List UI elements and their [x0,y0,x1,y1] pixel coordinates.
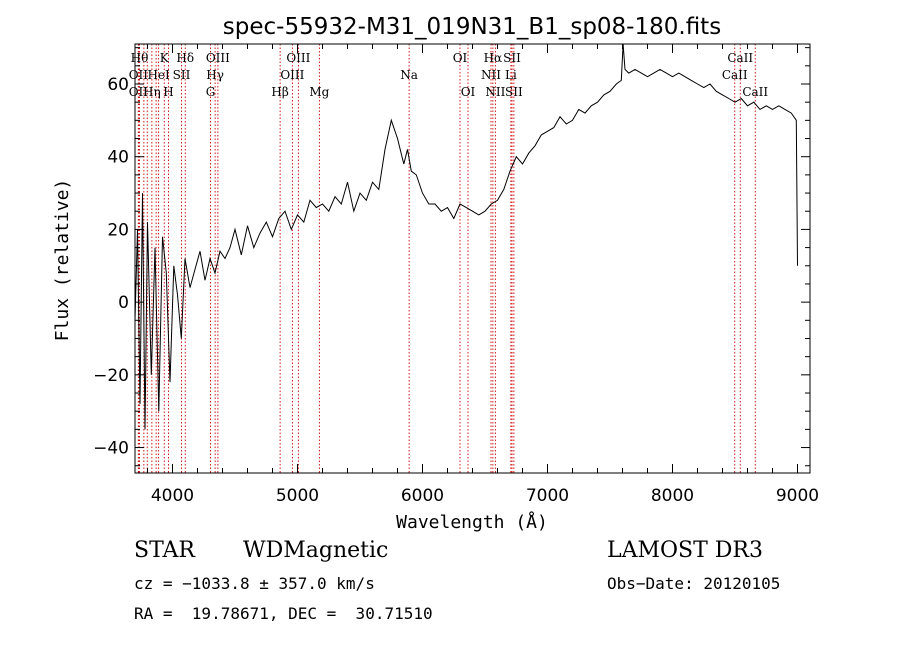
spectral-line-label: Hθ [131,51,149,65]
spectrum-series-line [134,43,798,430]
spectral-line-label: SII [503,51,521,65]
spectral-line-label: OII [129,68,149,82]
spectral-line-label: CaII [742,85,768,99]
y-axis-label: Flux (relative) [52,179,73,342]
y-tick-label: −40 [93,439,129,459]
x-tick-label: 8000 [651,486,694,506]
x-axis-label: Wavelength (Å) [396,511,548,533]
spectral-line-label: NII [481,68,501,82]
spectral-line-label: SII [505,85,523,99]
obs-date: Obs−Date: 20120105 [607,574,781,593]
spectral-line-label: OIII [280,68,304,82]
spectral-line-label: OIII [206,51,230,65]
coordinates: RA = 19.78671, DEC = 30.71510 [134,604,433,623]
spectral-line-label: CaII [727,51,753,65]
survey-name: LAMOST DR3 [607,538,763,563]
spectral-line-label: OII [129,85,149,99]
spectral-line-label: OI [453,51,468,65]
spectral-line-label: Hβ [271,85,288,99]
spectral-line-label: H [163,85,173,99]
x-tick-label: 4000 [151,486,194,506]
y-tick-label: 20 [107,220,129,240]
spectral-line-label: HeI [147,68,170,82]
spectral-line-label: NII [485,85,505,99]
x-tick-label: 6000 [401,486,444,506]
spectral-line-label: Li [505,68,517,82]
spectral-line-label: Hη [143,85,161,99]
x-tick-label: 9000 [776,486,819,506]
chart-title: spec-55932-M31_019N31_B1_sp08-180.fits [223,14,721,40]
x-tick-label: 7000 [526,486,569,506]
spectral-line-label: Hγ [206,68,224,82]
spectral-line-label: OIII [286,51,310,65]
spectral-line-label: Hδ [176,51,194,65]
spectral-line-label: Na [400,68,418,82]
spectral-line-label: Mg [309,85,329,99]
object-class: STAR [134,538,195,563]
x-tick-label: 5000 [276,486,319,506]
spectral-line-label: CaII [722,68,748,82]
y-tick-label: 0 [118,293,129,313]
spectral-line-label: K [160,51,170,65]
spectral-line-labels: HθOIIOIIHηHeIKHSIIHδGHγOIIIHβOIIIOIIIMgN… [129,51,769,99]
y-tick-label: −20 [93,366,129,386]
x-axis-ticks: 4000 5000 6000 7000 8000 9000 [147,44,819,506]
spectral-line-label: OI [461,85,476,99]
spectral-line-label: G [206,85,216,99]
y-tick-label: 60 [107,75,129,95]
y-axis-ticks: −40 −20 0 20 40 60 [93,47,810,467]
redshift-readout: cz = −1033.8 ± 357.0 km/s [134,574,375,593]
object-subclass: WDMagnetic [243,538,389,563]
spectral-line-label: SII [173,68,191,82]
spectral-line-label: Hα [484,51,503,65]
y-tick-label: 40 [107,148,129,168]
